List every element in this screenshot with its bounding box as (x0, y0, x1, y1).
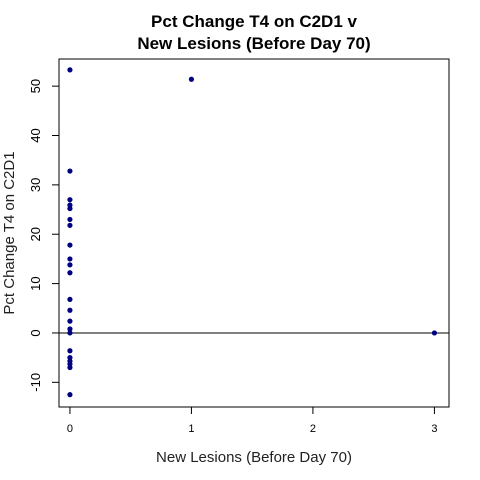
y-tick-label: 20 (28, 227, 43, 241)
data-point (67, 307, 73, 313)
y-tick-label: 30 (28, 178, 43, 192)
data-point (67, 262, 73, 268)
data-point (67, 318, 73, 324)
x-tick-label: 2 (310, 423, 316, 435)
chart-title-line-1: Pct Change T4 on C2D1 v (151, 12, 357, 31)
x-tick-label: 0 (67, 423, 73, 435)
data-point (67, 326, 73, 332)
x-axis: 0 1 2 3 (67, 407, 437, 435)
data-points (67, 67, 438, 398)
data-point (67, 205, 73, 212)
y-tick-label: -10 (28, 373, 43, 392)
y-tick-label: 40 (28, 128, 43, 142)
y-tick-label: 0 (28, 329, 43, 336)
data-point (67, 330, 73, 336)
data-point (67, 242, 73, 248)
data-point (67, 222, 73, 228)
x-axis-label: New Lesions (Before Day 70) (156, 449, 352, 466)
data-point (67, 256, 73, 262)
data-point (188, 76, 195, 82)
plot-frame (58, 58, 450, 408)
y-tick-label: 50 (28, 79, 43, 93)
y-tick-label: 10 (28, 276, 43, 290)
data-point (67, 197, 73, 203)
data-point (67, 392, 73, 398)
x-tick-label: 1 (188, 423, 194, 435)
data-point (67, 67, 73, 73)
data-point (67, 348, 73, 354)
data-point (431, 330, 438, 336)
data-point (67, 168, 73, 174)
data-point (67, 216, 73, 223)
data-point (67, 270, 73, 276)
x-tick-label: 3 (431, 423, 437, 435)
data-point (67, 364, 73, 371)
y-axis-label: Pct Change T4 on C2D1 (1, 151, 18, 314)
chart-title-line-2: New Lesions (Before Day 70) (137, 34, 370, 53)
y-axis: -10 0 10 20 30 40 50 (28, 79, 59, 392)
data-point (67, 296, 73, 302)
